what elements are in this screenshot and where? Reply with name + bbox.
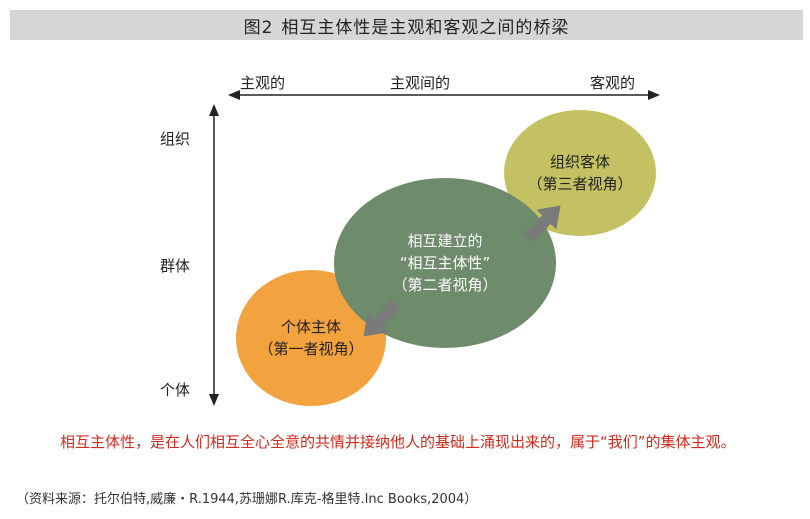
x-axis-label-objective: 客观的 bbox=[590, 74, 636, 92]
arrow-to-organization bbox=[523, 205, 561, 243]
figure-title-text: 相互主体性是主观和客观之间的桥梁 bbox=[281, 17, 570, 38]
figure-title: 图2 相互主体性是主观和客观之间的桥梁 bbox=[10, 10, 803, 40]
intersubjective-circle-line3: （第二者视角） bbox=[392, 276, 498, 294]
source-note: （资料来源：托尔伯特,威廉・R.1944,苏珊娜R.库克-格里特.Inc Boo… bbox=[16, 492, 478, 507]
individual-circle-title: 个体主体 bbox=[280, 318, 341, 336]
x-axis-left-arrow bbox=[228, 90, 240, 100]
arrow-to-individual bbox=[363, 299, 401, 337]
x-axis-label-subjective: 主观的 bbox=[240, 74, 286, 92]
individual-circle-subtitle: （第一者视角） bbox=[258, 340, 364, 358]
y-axis-top-arrow bbox=[209, 104, 219, 116]
figure-number: 图2 bbox=[243, 17, 274, 38]
caption-text: 相互主体性，是在人们相互全心全意的共情并接纳他人的基础上涌现出来的，属于“我们”… bbox=[60, 433, 736, 451]
intersubjective-circle-line2: “相互主体性” bbox=[399, 254, 491, 272]
y-axis-label-group: 群体 bbox=[160, 257, 191, 275]
y-axis-label-individual: 个体 bbox=[160, 381, 191, 399]
organization-circle-title: 组织客体 bbox=[549, 153, 610, 171]
intersubjective-circle-line1: 相互建立的 bbox=[407, 232, 483, 250]
x-axis-right-arrow bbox=[648, 90, 660, 100]
intersubjective-circle: 相互建立的 “相互主体性” （第二者视角） bbox=[334, 178, 556, 348]
organization-circle-subtitle: （第三者视角） bbox=[527, 175, 633, 193]
y-axis-label-organization: 组织 bbox=[160, 130, 191, 148]
x-axis-label-intersubjective: 主观间的 bbox=[390, 74, 451, 92]
y-axis-bottom-arrow bbox=[209, 394, 219, 406]
